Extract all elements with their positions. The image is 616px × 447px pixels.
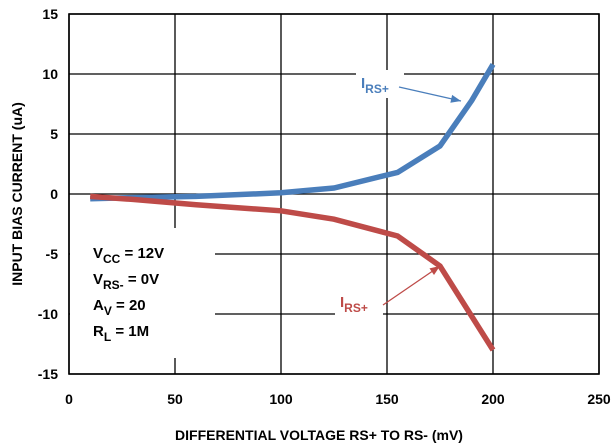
y-tick-label: 10: [42, 66, 58, 82]
x-tick-label: 250: [587, 391, 611, 407]
y-tick-label: 15: [42, 6, 58, 22]
arrowhead-icon: [429, 266, 440, 275]
y-tick-label: -10: [38, 306, 58, 322]
condition-text: VCC = 12V: [93, 245, 164, 266]
condition-text: VRS- = 0V: [93, 271, 159, 292]
y-tick-label: 0: [50, 186, 58, 202]
series-line-2: [90, 193, 496, 352]
arrow-icon: [398, 86, 462, 102]
conditions-background: [70, 228, 215, 358]
x-tick-label: 100: [269, 391, 293, 407]
series-line-1: [90, 63, 496, 202]
x-tick-label: 0: [65, 391, 73, 407]
x-tick-label: 200: [481, 391, 505, 407]
x-axis-label: DIFFERENTIAL VOLTAGE RS+ TO RS- (mV): [175, 427, 463, 443]
y-tick-label: -15: [38, 366, 58, 382]
series-label-background: [335, 290, 383, 318]
y-tick-labels: -15 -10 -5 0 5 10 15: [38, 6, 58, 382]
x-tick-labels: 0 50 100 150 200 250: [65, 391, 611, 407]
x-tick-label: 50: [167, 391, 183, 407]
y-tick-label: 5: [50, 126, 58, 142]
y-tick-label: -5: [46, 246, 59, 262]
series-label-2: IRS+: [340, 294, 368, 315]
series-annotations: IRS+ IRS+: [335, 70, 462, 318]
conditions-box: VCC = 12V VRS- = 0V AV = 20 RL = 1M: [70, 228, 215, 358]
plot-frame: [68, 13, 600, 375]
series-label-background: [356, 70, 404, 98]
x-tick-label: 150: [375, 391, 399, 407]
series-layer: [90, 63, 496, 352]
arrow-icon: [382, 265, 441, 306]
y-axis-label: INPUT BIAS CURRENT (uA): [9, 102, 25, 286]
series-label-1: IRS+: [361, 75, 389, 96]
condition-text: AV = 20: [93, 297, 146, 318]
arrowhead-icon: [450, 94, 461, 103]
condition-text: RL = 1M: [93, 323, 149, 344]
